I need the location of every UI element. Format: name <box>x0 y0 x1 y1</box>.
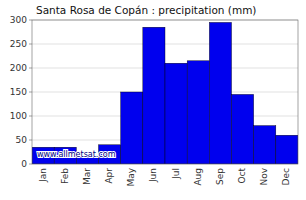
bar <box>254 126 276 164</box>
y-tick <box>29 140 32 141</box>
bars <box>32 22 298 164</box>
bar <box>187 61 209 164</box>
x-tick-label: Feb <box>60 168 70 184</box>
annotation: www.allmetsat.com <box>37 150 116 159</box>
y-tick <box>29 164 32 165</box>
x-tick-label: Apr <box>104 168 114 184</box>
bar <box>209 22 231 164</box>
y-tick <box>29 44 32 45</box>
x-tick-label: Jun <box>148 168 158 183</box>
bar <box>276 135 298 164</box>
x-tick-label: Oct <box>237 168 247 184</box>
y-tick-label: 0 <box>21 159 27 169</box>
x-tick-label: Jul <box>171 168 181 180</box>
y-tick-label: 50 <box>16 135 28 145</box>
x-tick-label: Jan <box>38 168 48 183</box>
bar <box>143 27 165 164</box>
y-tick <box>29 68 32 69</box>
bar <box>165 63 187 164</box>
x-axis: Jan Feb Mar Apr May Jun Jul Aug Sep Oct Nov Dec <box>38 167 292 186</box>
y-tick <box>29 20 32 21</box>
x-tick-label: May <box>126 167 136 186</box>
x-tick-label: Mar <box>82 168 92 185</box>
y-tick-label: 250 <box>10 39 27 49</box>
x-tick-label: Dec <box>281 168 291 185</box>
title: Santa Rosa de Copán : precipitation (mm) <box>36 4 256 16</box>
chart-container: 0 50 100 150 200 250 300 Jan Feb Mar Apr May Jun Jul A… <box>0 0 306 200</box>
x-tick-label: Sep <box>215 168 225 185</box>
y-tick-label: 100 <box>10 111 27 121</box>
y-tick <box>29 116 32 117</box>
plot-frame <box>32 20 298 164</box>
bar <box>232 94 254 164</box>
chart: 0 50 100 150 200 250 300 Jan Feb Mar Apr May Jun Jul A… <box>0 0 306 200</box>
x-tick-label: Aug <box>193 168 203 186</box>
x-tick-label: Nov <box>259 167 269 185</box>
y-tick-label: 300 <box>10 15 27 25</box>
y-tick-label: 150 <box>10 87 27 97</box>
y-tick-label: 200 <box>10 63 27 73</box>
y-axis: 0 50 100 150 200 250 300 <box>10 15 32 169</box>
grid <box>32 20 298 164</box>
bar <box>121 92 143 164</box>
y-tick <box>29 92 32 93</box>
